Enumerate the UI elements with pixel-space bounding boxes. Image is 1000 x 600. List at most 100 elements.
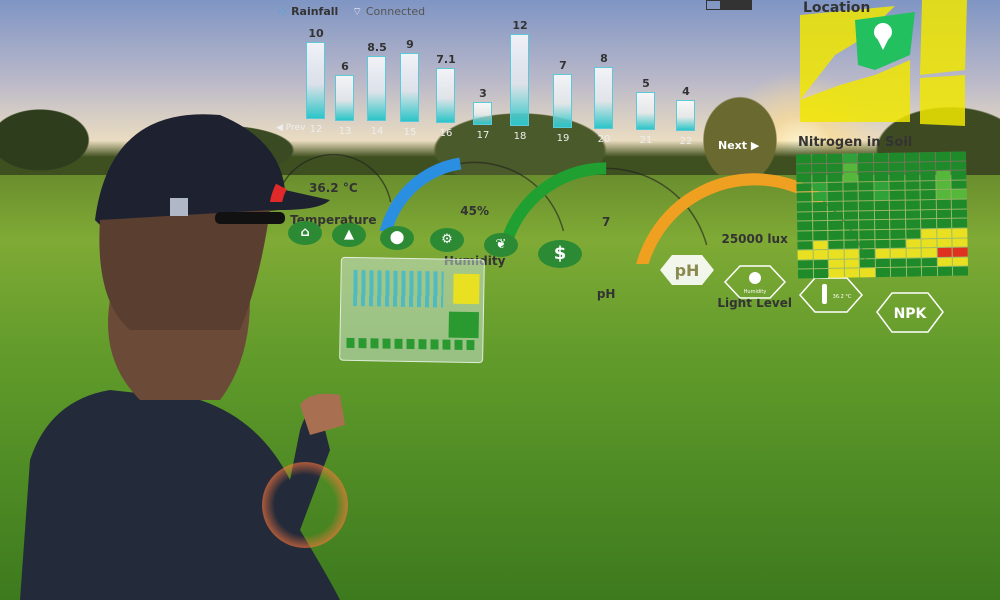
temperature-hex[interactable]	[798, 277, 864, 313]
heatmap-cell	[906, 267, 922, 277]
humidity-hex-label: Humidity	[744, 289, 767, 295]
heatmap-cell	[921, 209, 936, 219]
npk-hex[interactable]	[876, 292, 944, 333]
heatmap-cell	[875, 249, 891, 258]
heatmap-cell	[811, 153, 827, 163]
x-tick-label: 21	[639, 135, 653, 146]
heatmap-cell	[858, 191, 874, 201]
heatmap-cell	[827, 172, 843, 182]
x-tick-label: 18	[513, 131, 527, 142]
x-tick-label: 14	[370, 126, 384, 137]
bar-value-label: 8.5	[367, 40, 387, 54]
rainfall-label: Rainfall	[291, 5, 339, 18]
heatmap-cell	[874, 181, 889, 191]
heatmap-cell	[936, 180, 952, 190]
rainfall-bar	[400, 52, 419, 122]
location-button[interactable]: ⬤	[380, 226, 414, 250]
heatmap-cell	[796, 202, 812, 212]
heatmap-cell	[812, 202, 827, 211]
heatmap-cell	[890, 210, 905, 220]
light-level-label: Light Level	[717, 296, 792, 310]
heatmap-cell	[811, 182, 827, 192]
bar-value-label: 5	[642, 76, 650, 90]
bar-value-label: 4	[682, 85, 690, 99]
heatmap-cell	[889, 181, 905, 191]
heatmap-cell	[906, 248, 922, 258]
heatmap-cell	[937, 238, 953, 248]
temperature-gauge	[270, 154, 392, 202]
heatmap-cell	[953, 266, 969, 276]
handheld-tablet[interactable]	[339, 256, 485, 364]
heatmap-cell	[874, 220, 890, 230]
water-drop-icon	[749, 272, 761, 284]
heatmap-cell	[843, 182, 858, 192]
image-button[interactable]: ▲	[332, 223, 366, 247]
humidity-hex[interactable]	[723, 265, 787, 299]
heatmap-cell	[858, 201, 874, 211]
heatmap-cell	[952, 209, 968, 219]
ph-hex[interactable]	[660, 255, 714, 285]
heatmap-cell	[813, 250, 828, 259]
humidity-gauge	[379, 157, 565, 231]
heatmap-cell	[827, 192, 843, 202]
heatmap-cell	[922, 257, 937, 267]
heatmap-cell	[844, 268, 860, 278]
heatmap-cell	[859, 258, 875, 268]
heatmap-cell	[889, 162, 905, 172]
x-tick-label: 17	[476, 130, 490, 141]
rainfall-legend: ⁘ Rainfall	[278, 5, 338, 18]
heatmap-cell	[797, 269, 813, 279]
raindrops-icon: ⁘	[278, 5, 288, 18]
heatmap-cell	[920, 161, 936, 171]
heatmap-cell	[873, 162, 889, 172]
heatmap-cell	[937, 228, 952, 238]
heatmap-cell	[828, 211, 843, 221]
heatmap-cell	[875, 258, 891, 268]
heatmap-cell	[921, 248, 937, 258]
heatmap-cell	[936, 199, 952, 209]
heatmap-cell	[859, 220, 874, 230]
heatmap-cell	[796, 173, 811, 183]
heatmap-cell	[875, 239, 890, 249]
location-title: Location	[803, 0, 871, 16]
rainfall-bar	[306, 42, 325, 119]
rainfall-bar	[676, 100, 695, 131]
plant-button[interactable]: ❦	[484, 233, 518, 257]
x-tick-label: 15	[403, 127, 417, 138]
heatmap-cell	[797, 240, 813, 250]
heatmap-cell	[796, 192, 812, 202]
heatmap-cell	[827, 201, 843, 211]
settings-button[interactable]: ⚙	[430, 228, 464, 252]
prev-button[interactable]: ◀ Prev	[276, 123, 306, 133]
heatmap-cell	[827, 163, 842, 173]
heatmap-cell	[953, 257, 968, 267]
ph-label: pH	[596, 286, 616, 301]
heatmap-cell	[891, 258, 906, 268]
heatmap-cell	[890, 248, 906, 258]
tablet-map-thumbnail	[453, 273, 480, 305]
home-button[interactable]: ⌂	[288, 221, 322, 245]
heatmap-cell	[874, 210, 890, 220]
heatmap-cell	[905, 181, 920, 191]
heatmap-cell	[936, 209, 952, 219]
rainfall-bar	[594, 67, 613, 129]
rainfall-bar	[436, 68, 455, 123]
heatmap-cell	[920, 171, 936, 181]
light-level-value: 25000 lux	[721, 231, 788, 246]
next-button[interactable]: Next ▶	[718, 139, 760, 152]
ph-gauge	[499, 162, 708, 245]
heatmap-cell	[935, 161, 951, 171]
heatmap-cell	[904, 161, 920, 171]
heatmap-cell	[812, 240, 828, 250]
temperature-hex-label: 36.2 °C	[833, 294, 852, 300]
heatmap-cell	[813, 259, 829, 269]
location-map[interactable]	[800, 0, 970, 128]
heatmap-cell	[812, 192, 827, 202]
heatmap-cell	[921, 228, 937, 238]
gauge-fill	[379, 157, 462, 231]
rainfall-bar	[636, 91, 655, 130]
heatmap-cell	[952, 238, 968, 247]
heatmap-cell	[875, 268, 891, 278]
finance-button[interactable]: $	[538, 240, 582, 268]
heatmap-cell	[906, 238, 921, 248]
